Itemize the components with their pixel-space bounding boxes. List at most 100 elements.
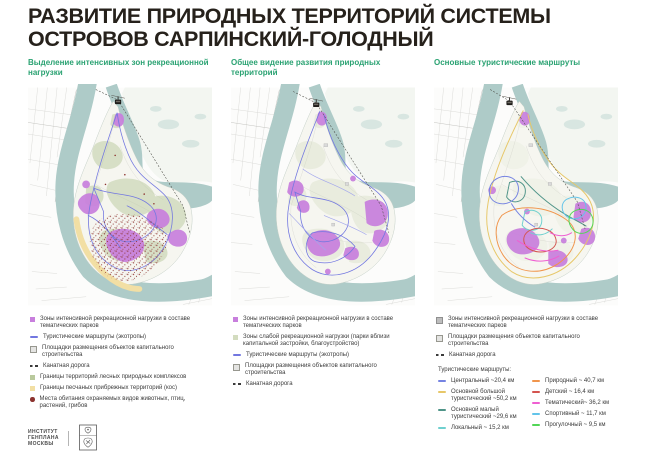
footer-divider (67, 430, 69, 446)
habitat-swatch (30, 397, 35, 402)
route-legend-item: Основной малый туристический ~29,6 км (438, 407, 524, 421)
panel-1-header: Выделение интенсивных зон рекреационной … (28, 58, 209, 77)
route-walk (568, 208, 594, 234)
route-main-big-swatch (438, 391, 446, 393)
route-local-swatch (438, 427, 446, 429)
legend-item: Места обитания охраняемых видов животных… (30, 396, 212, 410)
intensive-zone-swatch (233, 317, 238, 322)
legend-3: Зоны интенсивной рекреационной нагрузки … (434, 316, 618, 436)
legend-item: Зоны слабой рекреационной нагрузки (парк… (233, 334, 415, 348)
cable-road-swatch (436, 354, 444, 356)
cable-road-line (292, 91, 390, 233)
protected-species-dots (89, 213, 168, 282)
legend-label: Границы песчаных прибрежных территорий (… (40, 385, 178, 391)
construction-swatch (436, 335, 443, 342)
institute-line: МОСКВЫ (28, 441, 54, 447)
route-theme-swatch (532, 402, 540, 404)
legend-2: Зоны интенсивной рекреационной нагрузки … (231, 316, 415, 388)
forest-swatch (30, 375, 35, 380)
route-main-big (486, 110, 594, 279)
route-sport (561, 196, 587, 220)
footer: ИНСТИТУТ ГЕНПЛАНА МОСКВЫ (28, 424, 98, 452)
construction-sites (323, 143, 349, 227)
route-legend-item: Прогулочный ~ 9,5 км (532, 422, 618, 429)
legend-item: Зоны интенсивной рекреационной нагрузки … (436, 316, 618, 330)
routes-legend: Центральный ~20,4 км Основной большой ту… (436, 378, 618, 436)
route-central-swatch (438, 380, 446, 382)
weak-zone-swatch (233, 335, 238, 340)
route-legend-item: Тематический~ 36,2 км (532, 400, 618, 407)
institute-line: ИНСТИТУТ (28, 429, 58, 435)
route-legend-item: Спортивный ~ 11,7 км (532, 411, 618, 418)
institute-logo-text: ИНСТИТУТ ГЕНПЛАНА МОСКВЫ (28, 429, 59, 447)
cable-road-line (95, 89, 190, 233)
construction-sites (528, 143, 552, 227)
legend-label: Зоны интенсивной рекреационной нагрузки … (40, 316, 191, 329)
legend-label: Туристические маршруты (экотропы) (246, 352, 350, 358)
routes-legend-title: Туристические маршруты: (438, 367, 512, 373)
route-local (521, 209, 553, 236)
legend-label: Площадки размещения объектов капитальног… (42, 345, 174, 358)
route-label: Центральный ~20,4 км (451, 378, 515, 384)
cable-road-swatch (30, 365, 38, 367)
legend-item: Площадки размещения объектов капитальног… (436, 334, 618, 348)
route-main-small-swatch (438, 409, 446, 411)
routes-col-2: Природный ~ 40,7 км Детский ~ 16,4 км Те… (532, 378, 618, 436)
eco-routes (287, 110, 389, 276)
route-label: Локальный ~ 15,2 км (451, 425, 509, 431)
legend-label: Канатная дорога (449, 352, 496, 358)
legend-item: Канатная дорога (436, 352, 618, 359)
legend-item: Границы песчаных прибрежных территорий (… (30, 385, 212, 392)
map-panels: Выделение интенсивных зон рекреационной … (28, 58, 618, 436)
legend-label: Зоны интенсивной рекреационной нагрузки … (448, 316, 599, 329)
legend-item: Канатная дорога (233, 381, 415, 388)
route-legend-item: Детский ~ 16,4 км (532, 389, 618, 396)
legend-label: Места обитания охраняемых видов животных… (39, 396, 186, 409)
legend-item: Площадки размещения объектов капитальног… (233, 363, 415, 377)
route-sport-swatch (532, 413, 540, 415)
route-legend-item: Локальный ~ 15,2 км (438, 425, 524, 432)
route-legend-item: Природный ~ 40,7 км (532, 378, 618, 385)
route-swatch (30, 336, 38, 338)
legend-item: Канатная дорога (30, 363, 212, 370)
legend-item: Туристические маршруты (экотропы) (30, 334, 212, 341)
intensive-zone-swatch (436, 317, 443, 324)
legend-label: Площадки размещения объектов капитальног… (448, 334, 580, 347)
page-title-line1: РАЗВИТИЕ ПРИРОДНЫХ ТЕРРИТОРИЙ СИСТЕМЫ (28, 4, 551, 28)
route-legend-item: Основной большой туристический ~50,2 км (438, 389, 524, 403)
route-swatch (233, 354, 241, 356)
routes-col-1: Центральный ~20,4 км Основной большой ту… (438, 378, 524, 436)
panel-general-vision: Общее видение развития природных террито… (231, 58, 415, 436)
route-nature-swatch (532, 380, 540, 382)
route-label: Детский ~ 16,4 км (545, 389, 595, 395)
panel-intensive-zones: Выделение интенсивных зон рекреационной … (28, 58, 212, 436)
route-label: Спортивный ~ 11,7 км (545, 411, 606, 417)
legend-label: Площадки размещения объектов капитальног… (245, 363, 377, 376)
sand-swatch (30, 386, 35, 391)
page-title-line2: ОСТРОВОВ САРПИНСКИЙ-ГОЛОДНЫЙ (28, 26, 434, 51)
legend-item: Границы территорий лесных природных комп… (30, 374, 212, 381)
legend-1: Зоны интенсивной рекреационной нагрузки … (28, 316, 212, 410)
route-walk-swatch (532, 424, 540, 426)
legend-label: Зоны интенсивной рекреационной нагрузки … (243, 316, 394, 329)
legend-item: Зоны интенсивной рекреационной нагрузки … (233, 316, 415, 330)
map-intensive-zones (28, 84, 212, 309)
construction-swatch (233, 364, 240, 371)
panel-tourist-routes: Основные туристические маршруты (434, 58, 618, 436)
eco-routes-secondary (288, 168, 367, 251)
intensive-zone-swatch (30, 317, 35, 322)
construction-swatch (30, 346, 37, 353)
panel-2-header: Общее видение развития природных террито… (231, 58, 381, 77)
legend-item: Площадки размещения объектов капитальног… (30, 345, 212, 359)
route-theme (516, 232, 572, 262)
route-label: Природный ~ 40,7 км (545, 378, 604, 384)
panel-3-header: Основные туристические маршруты (434, 58, 581, 67)
cable-road-swatch (233, 383, 241, 385)
legend-item: Туристические маршруты (экотропы) (233, 352, 415, 359)
legend-label: Зоны слабой рекреационной нагрузки (парк… (243, 334, 390, 347)
route-kids (523, 227, 557, 253)
institute-line: ГЕНПЛАНА (28, 435, 59, 441)
legend-label: Канатная дорога (43, 363, 90, 369)
legend-label: Границы территорий лесных природных комп… (40, 374, 187, 380)
